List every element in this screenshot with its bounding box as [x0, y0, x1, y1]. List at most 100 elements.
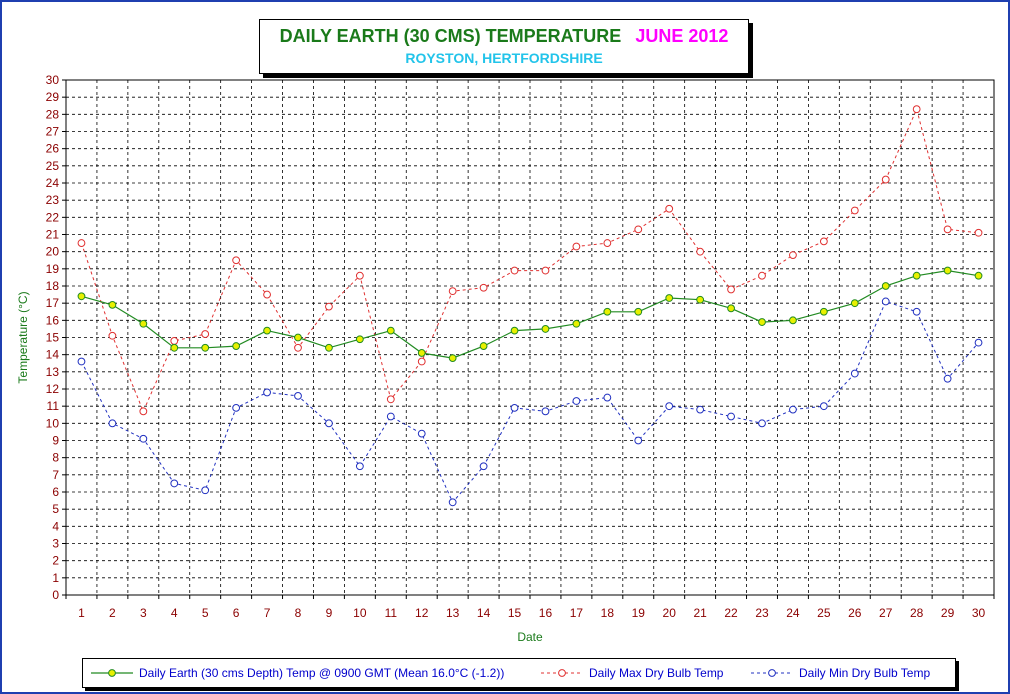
- x-tick-label: 21: [693, 606, 707, 620]
- y-tick-label: 30: [46, 73, 60, 87]
- x-tick-label: 8: [295, 606, 302, 620]
- data-point-min: [634, 436, 643, 445]
- data-point-earth: [541, 325, 550, 333]
- series-line-max: [81, 107, 979, 413]
- chart-title: DAILY EARTH (30 CMS) TEMPERATURE: [279, 26, 622, 46]
- legend-swatch-max: [541, 669, 583, 677]
- data-point-earth: [294, 333, 302, 342]
- data-point-earth: [603, 307, 612, 316]
- y-tick-label: 13: [46, 365, 60, 379]
- y-tick-label: 27: [46, 125, 60, 139]
- y-tick-label: 24: [46, 176, 60, 190]
- data-point-earth: [355, 335, 364, 344]
- x-tick-label: 26: [848, 606, 862, 620]
- data-point-min: [881, 297, 890, 306]
- chart-title-month: JUNE 2012: [635, 26, 729, 46]
- x-tick-label: 14: [477, 606, 491, 620]
- data-point-min: [912, 307, 921, 316]
- data-point-earth: [974, 271, 983, 280]
- x-tick-label: 7: [264, 606, 271, 620]
- data-point-max: [974, 228, 983, 237]
- data-point-earth: [201, 343, 210, 352]
- y-tick-label: 0: [52, 588, 59, 602]
- y-tick-label: 4: [52, 519, 59, 533]
- data-point-earth: [77, 292, 86, 301]
- data-point-max: [881, 175, 890, 184]
- data-point-min: [819, 402, 828, 411]
- x-tick-label: 6: [233, 606, 240, 620]
- x-tick-label: 29: [941, 606, 955, 620]
- data-point-min: [263, 388, 271, 397]
- data-point-max: [789, 251, 797, 260]
- x-tick-label: 24: [786, 606, 800, 620]
- x-axis-label: Date: [517, 630, 543, 644]
- data-point-max: [325, 302, 333, 311]
- x-tick-label: 11: [385, 606, 398, 620]
- x-tick-label: 27: [879, 606, 893, 620]
- data-point-max: [170, 337, 179, 345]
- x-tick-label: 15: [508, 606, 522, 620]
- data-point-max: [665, 204, 674, 213]
- y-tick-label: 23: [46, 193, 60, 207]
- y-tick-label: 10: [46, 416, 60, 430]
- data-point-earth: [727, 304, 735, 313]
- data-point-min: [201, 486, 210, 495]
- data-point-min: [386, 412, 395, 421]
- x-tick-label: 18: [601, 606, 615, 620]
- legend-label-earth: Daily Earth (30 cms Depth) Temp @ 0900 G…: [139, 666, 505, 680]
- data-point-max: [758, 271, 766, 280]
- x-tick-label: 30: [972, 606, 986, 620]
- chart-subtitle: ROYSTON, HERTFORDSHIRE: [405, 50, 603, 66]
- legend-item-min: Daily Min Dry Bulb Temp: [751, 659, 930, 687]
- data-point-min: [108, 419, 117, 428]
- data-point-max: [263, 290, 271, 299]
- data-point-max: [448, 287, 457, 296]
- x-tick-label: 3: [140, 606, 147, 620]
- y-tick-label: 8: [52, 451, 59, 465]
- data-point-max: [912, 105, 921, 114]
- data-point-earth: [665, 294, 674, 302]
- x-tick-label: 20: [663, 606, 677, 620]
- y-tick-label: 9: [52, 434, 59, 448]
- x-tick-label: 25: [817, 606, 831, 620]
- x-tick-label: 12: [415, 606, 429, 620]
- data-point-min: [417, 429, 426, 438]
- plot-border: [65, 79, 995, 596]
- data-point-min: [603, 393, 612, 402]
- data-point-min: [572, 397, 581, 405]
- chart-title-box: DAILY EARTH (30 CMS) TEMPERATURE JUNE 201…: [259, 19, 749, 74]
- data-point-min: [355, 462, 364, 471]
- y-tick-label: 1: [52, 571, 59, 585]
- data-point-earth: [789, 316, 797, 325]
- y-tick-label: 26: [46, 142, 60, 156]
- y-tick-label: 15: [46, 331, 60, 345]
- data-point-max: [510, 266, 519, 275]
- data-point-earth: [510, 326, 519, 335]
- data-point-min: [294, 391, 302, 400]
- x-tick-label: 2: [109, 606, 116, 620]
- data-point-min: [325, 419, 333, 428]
- x-tick-label: 1: [78, 606, 85, 620]
- data-point-max: [819, 237, 828, 246]
- data-point-max: [232, 256, 241, 265]
- data-point-max: [727, 285, 735, 294]
- y-tick-label: 2: [52, 554, 59, 568]
- y-tick-label: 16: [46, 313, 60, 327]
- data-point-max: [603, 239, 612, 247]
- y-tick-label: 20: [46, 245, 60, 259]
- legend-swatch-min: [751, 669, 793, 677]
- data-point-earth: [572, 319, 581, 328]
- data-point-earth: [448, 354, 457, 363]
- data-point-max: [355, 271, 364, 280]
- data-point-earth: [758, 318, 766, 326]
- y-tick-label: 11: [47, 399, 60, 413]
- data-point-max: [634, 225, 643, 234]
- data-point-max: [417, 357, 426, 366]
- x-tick-label: 4: [171, 606, 178, 620]
- y-tick-label: 7: [52, 468, 59, 482]
- data-point-min: [850, 369, 859, 378]
- data-point-earth: [232, 342, 241, 350]
- x-tick-label: 10: [353, 606, 367, 620]
- y-tick-label: 21: [46, 228, 60, 242]
